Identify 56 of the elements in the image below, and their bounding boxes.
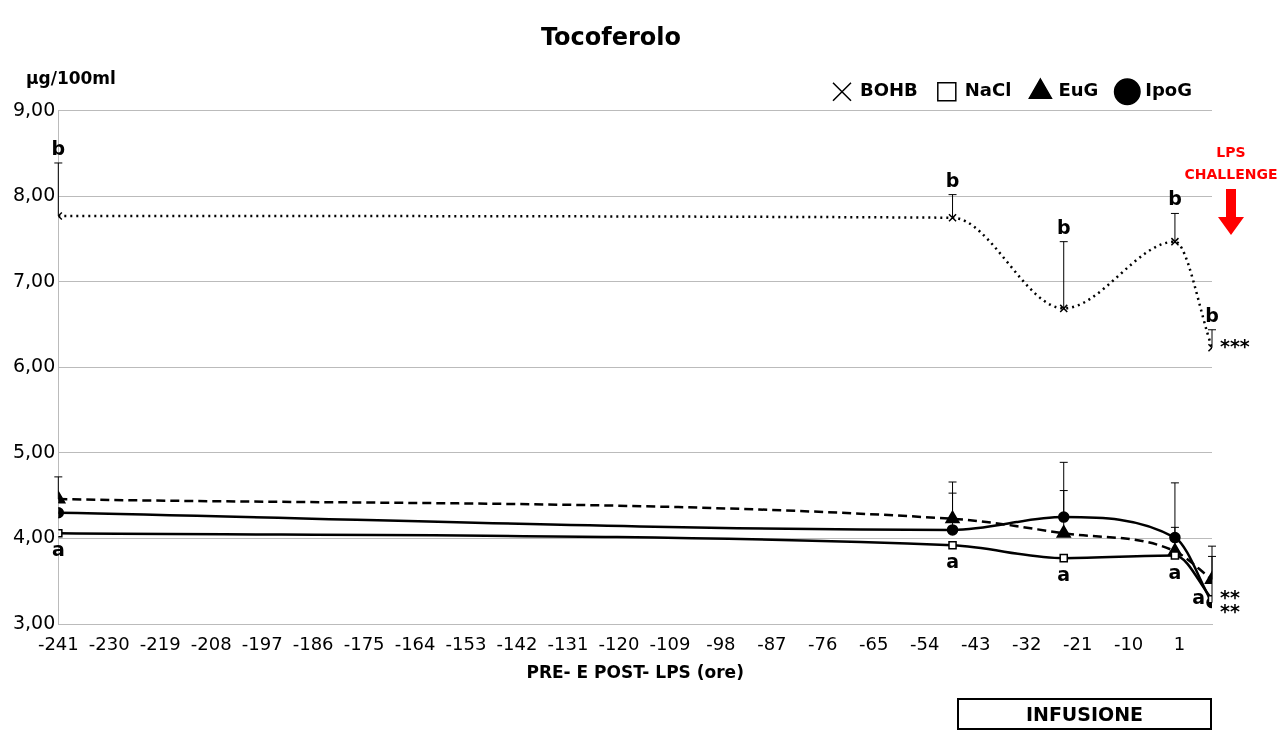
x-tick-label: -175 — [343, 633, 385, 655]
y-axis-title: µg/100ml — [26, 68, 116, 89]
x-tick-label: -153 — [445, 633, 487, 655]
annotation: a — [1168, 560, 1182, 583]
annotation: b — [1056, 215, 1071, 238]
point — [1056, 525, 1071, 538]
annotation: b — [1168, 187, 1182, 210]
x-tick-label: 1 — [1173, 633, 1186, 655]
x-axis-title: PRE- E POST- LPS (ore) — [526, 662, 744, 683]
legend-label: IpoG — [1145, 79, 1193, 101]
x-tick-label: -98 — [706, 633, 736, 655]
annotation: b — [945, 168, 960, 191]
annotation: b — [1205, 303, 1219, 326]
y-tick-label: 9,00 — [12, 97, 56, 120]
x-tick-label: -65 — [859, 633, 889, 655]
x-tick-label: -43 — [961, 633, 991, 655]
y-tick-label: 6,00 — [12, 354, 56, 377]
x-tick-label: -76 — [808, 633, 838, 655]
label-frame: INFUSIONE — [957, 698, 1212, 730]
x-tick-label: -197 — [241, 633, 283, 655]
x-tick-label: -208 — [190, 633, 232, 655]
x-tick-label: -32 — [1011, 633, 1042, 655]
x-tick-label: -87 — [757, 633, 787, 655]
legend-label: NaCl — [964, 79, 1012, 101]
point — [1170, 551, 1180, 560]
legend-label: BOHB — [860, 79, 918, 101]
x-tick-label: -10 — [1113, 633, 1144, 655]
y-tick-label: 3,00 — [12, 610, 56, 633]
x-tick-label: -120 — [598, 633, 640, 655]
annotation: b — [51, 136, 66, 159]
y-tick-label: 7,00 — [12, 268, 56, 291]
y-tick-label: 8,00 — [12, 183, 56, 206]
x-tick-label: -219 — [139, 633, 181, 655]
annotation: LPS CHALLENGE — [1183, 142, 1279, 184]
x-tick-label: -164 — [394, 633, 436, 655]
x-tick-label: -54 — [910, 633, 940, 655]
point — [948, 541, 957, 550]
x-tick-label: -21 — [1062, 633, 1093, 655]
annotation: *** — [1220, 334, 1250, 357]
point — [946, 524, 959, 536]
annotation: a — [1192, 586, 1205, 609]
x-tick-label: -131 — [547, 633, 589, 655]
point — [1059, 304, 1069, 313]
annotation: a — [1057, 563, 1071, 586]
x-tick-label: -186 — [292, 633, 334, 655]
point — [1170, 237, 1180, 246]
point — [1059, 553, 1069, 563]
x-tick-label: -109 — [649, 633, 691, 655]
x-tick-label: -241 — [37, 633, 79, 655]
annotation: a — [946, 550, 959, 573]
x-tick-label: -142 — [496, 633, 538, 655]
point — [948, 213, 957, 222]
legend-label: EuG — [1058, 79, 1099, 101]
y-tick-label: 5,00 — [12, 439, 56, 462]
chart-title: Tocoferolo — [540, 22, 682, 51]
x-tick-label: -230 — [88, 633, 130, 655]
